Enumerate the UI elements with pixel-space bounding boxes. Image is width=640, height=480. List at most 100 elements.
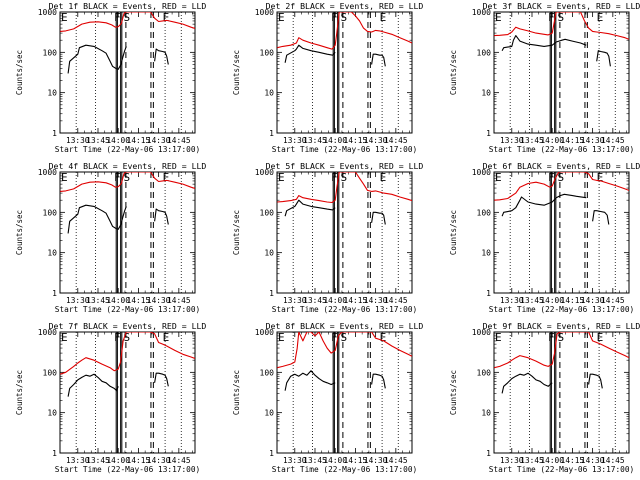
lld-series-line bbox=[60, 172, 195, 192]
region-label: F bbox=[548, 171, 555, 184]
x-tick-label: 14:45 bbox=[601, 136, 625, 145]
y-tick-label: 100 bbox=[43, 368, 58, 377]
x-tick-label: 14:15 bbox=[127, 456, 151, 465]
y-tick-label: 1 bbox=[486, 289, 491, 298]
region-label: E bbox=[61, 331, 68, 344]
region-label: E bbox=[380, 331, 387, 344]
x-tick-label: 13:45 bbox=[86, 456, 110, 465]
x-tick-label: 13:45 bbox=[520, 456, 544, 465]
region-label: S bbox=[123, 171, 130, 184]
chart-panel-7: Det 7f BLACK = Events, RED = LLD 1 10 100 10… bbox=[15, 321, 206, 474]
y-tick-label: 1000 bbox=[38, 168, 57, 177]
x-tick-label: 13:30 bbox=[283, 456, 307, 465]
chart-title: Det 2f BLACK = Events, RED = LLD bbox=[266, 1, 424, 11]
y-tick-label: 1 bbox=[486, 449, 491, 458]
y-tick-label: 100 bbox=[43, 48, 58, 57]
y-axis-label: Counts/sec bbox=[15, 50, 24, 95]
region-label: F bbox=[114, 171, 121, 184]
chart-panel-2: Det 2f BLACK = Events, RED = LLD 1 10 100 10… bbox=[232, 1, 423, 154]
region-label: S bbox=[340, 331, 347, 344]
y-tick-label: 100 bbox=[43, 208, 58, 217]
y-tick-label: 10 bbox=[264, 249, 274, 258]
events-series-line bbox=[501, 372, 603, 394]
region-label: E bbox=[495, 171, 502, 184]
x-tick-label: 13:45 bbox=[86, 296, 110, 305]
region-label: S bbox=[557, 171, 564, 184]
x-tick-label: 14:30 bbox=[364, 296, 388, 305]
x-axis-label: Start Time (22-May-06 13:17:00) bbox=[489, 145, 635, 154]
events-series-line bbox=[284, 199, 386, 225]
y-tick-label: 1000 bbox=[255, 168, 274, 177]
events-series-line bbox=[284, 370, 386, 391]
x-tick-label: 14:45 bbox=[601, 296, 625, 305]
plot-frame bbox=[276, 171, 413, 294]
x-tick-label: 14:45 bbox=[167, 296, 191, 305]
y-tick-label: 1000 bbox=[472, 8, 491, 17]
x-axis-label: Start Time (22-May-06 13:17:00) bbox=[272, 305, 418, 314]
y-tick-label: 1000 bbox=[38, 328, 57, 337]
lld-series-line bbox=[60, 332, 195, 375]
x-tick-label: 14:00 bbox=[323, 456, 347, 465]
x-tick-label: 14:30 bbox=[364, 136, 388, 145]
x-tick-label: 14:00 bbox=[106, 456, 130, 465]
region-label: E bbox=[61, 171, 68, 184]
y-tick-label: 10 bbox=[264, 89, 274, 98]
plot-frame bbox=[493, 171, 630, 294]
x-tick-label: 14:15 bbox=[127, 136, 151, 145]
events-series-line bbox=[67, 372, 169, 397]
y-tick-label: 100 bbox=[477, 48, 492, 57]
y-tick-label: 1 bbox=[269, 129, 274, 138]
x-tick-label: 14:15 bbox=[344, 296, 368, 305]
y-tick-label: 1 bbox=[52, 129, 57, 138]
x-axis-label: Start Time (22-May-06 13:17:00) bbox=[489, 465, 635, 474]
plot-frame bbox=[59, 11, 196, 134]
y-tick-label: 1 bbox=[52, 449, 57, 458]
region-label: E bbox=[163, 11, 170, 24]
y-tick-label: 10 bbox=[264, 409, 274, 418]
x-tick-label: 13:45 bbox=[303, 456, 327, 465]
chart-panel-4: Det 4f BLACK = Events, RED = LLD 1 10 100 10… bbox=[15, 161, 206, 314]
x-tick-label: 13:45 bbox=[303, 296, 327, 305]
x-tick-label: 14:45 bbox=[384, 456, 408, 465]
region-label: E bbox=[163, 331, 170, 344]
x-tick-label: 13:30 bbox=[500, 136, 524, 145]
x-tick-label: 14:45 bbox=[384, 296, 408, 305]
plot-frame bbox=[276, 11, 413, 134]
x-tick-label: 13:45 bbox=[86, 136, 110, 145]
x-tick-label: 14:00 bbox=[540, 296, 564, 305]
y-tick-label: 1000 bbox=[472, 328, 491, 337]
events-series-line bbox=[67, 204, 169, 234]
x-tick-label: 14:45 bbox=[167, 136, 191, 145]
region-label: S bbox=[557, 11, 564, 24]
x-tick-label: 14:15 bbox=[344, 136, 368, 145]
x-tick-label: 14:45 bbox=[167, 456, 191, 465]
region-label: E bbox=[380, 11, 387, 24]
x-tick-label: 13:45 bbox=[303, 136, 327, 145]
y-axis-label: Counts/sec bbox=[449, 370, 458, 415]
y-tick-label: 1 bbox=[269, 449, 274, 458]
y-tick-label: 100 bbox=[260, 208, 275, 217]
region-label: F bbox=[331, 171, 338, 184]
y-axis-label: Counts/sec bbox=[15, 210, 24, 255]
x-tick-label: 13:30 bbox=[66, 296, 90, 305]
region-label: F bbox=[114, 11, 121, 24]
y-tick-label: 10 bbox=[47, 89, 57, 98]
x-tick-label: 14:30 bbox=[147, 136, 171, 145]
region-label: F bbox=[548, 331, 555, 344]
events-series-line bbox=[284, 44, 386, 67]
x-tick-label: 14:15 bbox=[127, 296, 151, 305]
region-label: S bbox=[340, 11, 347, 24]
region-label: E bbox=[278, 331, 285, 344]
x-tick-label: 14:00 bbox=[540, 456, 564, 465]
y-axis-label: Counts/sec bbox=[232, 370, 241, 415]
chart-title: Det 9f BLACK = Events, RED = LLD bbox=[483, 321, 640, 331]
y-tick-label: 1000 bbox=[38, 8, 57, 17]
chart-panel-9: Det 9f BLACK = Events, RED = LLD 1 10 100 10… bbox=[449, 321, 640, 474]
region-label: E bbox=[597, 171, 604, 184]
x-tick-label: 14:15 bbox=[561, 136, 585, 145]
region-label: E bbox=[495, 331, 502, 344]
region-label: F bbox=[331, 11, 338, 24]
y-tick-label: 10 bbox=[47, 409, 57, 418]
lld-series-line bbox=[60, 12, 195, 32]
